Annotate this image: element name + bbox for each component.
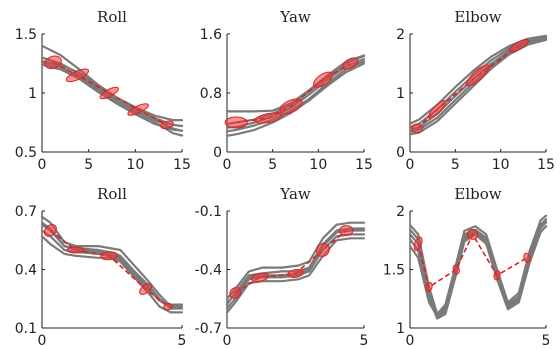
x-tick-label: 10: [126, 157, 144, 173]
gaussian-ellipse: [65, 68, 90, 83]
gaussian-ellipse: [99, 86, 119, 100]
gaussian-ellipse: [342, 57, 359, 70]
x-tick-label: 5: [360, 333, 369, 349]
gaussian-ellipse: [287, 268, 304, 278]
panel-2: Elbow 0 5 10 15 0 1 2: [396, 8, 555, 173]
x-tick-label: 0: [38, 157, 47, 173]
y-tick-label: 2: [396, 204, 405, 220]
gaussian-ellipse: [312, 71, 333, 88]
panel-title: Roll: [97, 185, 127, 203]
panel-0: Roll 0 5 10 15 0.5 1 1.5: [15, 8, 191, 173]
y-tick-label: 0.4: [15, 263, 37, 279]
gaussian-ellipse: [316, 242, 330, 258]
y-tick-label: 1: [396, 321, 405, 337]
mean-line: [52, 61, 168, 126]
y-tick-label: 1: [396, 86, 405, 102]
gaussian-ellipse: [139, 283, 153, 295]
series-line: [40, 235, 184, 314]
x-tick-label: 0: [406, 157, 415, 173]
y-tick-label: 1.5: [383, 263, 405, 279]
gaussian-ellipse: [523, 252, 531, 263]
gaussian-ellipse: [250, 272, 270, 282]
x-tick-label: 0: [406, 333, 415, 349]
x-tick-label: 0: [223, 333, 232, 349]
y-tick-label: 0.8: [200, 86, 222, 102]
panel-title: Yaw: [279, 185, 311, 203]
gaussian-ellipse: [427, 100, 447, 119]
panel-title: Elbow: [454, 8, 501, 26]
y-tick-label: 0.1: [15, 321, 37, 337]
x-tick-label: 0: [38, 333, 47, 349]
gaussian-ellipse: [100, 251, 119, 261]
x-tick-label: 15: [537, 157, 555, 173]
x-tick-label: 5: [451, 157, 460, 173]
x-tick-label: 5: [178, 333, 187, 349]
x-tick-label: 15: [355, 157, 373, 173]
gaussian-ellipse: [279, 98, 303, 115]
panel-title: Elbow: [454, 185, 501, 203]
series-line: [40, 61, 184, 137]
gaussian-ellipse: [338, 225, 354, 236]
gaussian-ellipse: [425, 281, 433, 293]
y-tick-label: 2: [396, 27, 405, 43]
y-tick-label: 0.5: [15, 145, 37, 161]
panel-title: Yaw: [279, 8, 311, 26]
series-line: [225, 221, 366, 300]
gaussian-ellipse: [163, 303, 173, 311]
gaussian-ellipse: [493, 270, 501, 281]
x-tick-label: 10: [492, 157, 510, 173]
series-line: [225, 237, 366, 314]
gaussian-ellipse: [160, 120, 174, 130]
y-tick-label: 1.6: [200, 27, 222, 43]
gaussian-ellipse: [254, 112, 283, 124]
series-line: [40, 215, 184, 310]
x-tick-label: 5: [84, 157, 93, 173]
y-tick-label: 1.5: [15, 27, 37, 43]
x-tick-label: 5: [542, 333, 551, 349]
gaussian-ellipse: [413, 236, 423, 251]
gaussian-ellipse: [466, 229, 479, 240]
panel-1: Yaw 0 5 10 15 0 0.8 1.6: [200, 8, 373, 173]
y-tick-label: -0.7: [195, 321, 222, 337]
gaussian-ellipse: [508, 39, 529, 53]
mean-line: [416, 45, 520, 129]
gaussian-ellipse: [224, 116, 248, 129]
gaussian-ellipse: [66, 246, 85, 254]
x-tick-label: 0: [223, 157, 232, 173]
gaussian-ellipse: [411, 123, 424, 134]
y-tick-label: 1: [28, 86, 37, 102]
gaussian-ellipse: [43, 224, 57, 237]
series-line: [40, 44, 184, 128]
x-tick-label: 10: [309, 157, 327, 173]
mean-line: [417, 232, 528, 289]
y-tick-label: 0: [396, 145, 405, 161]
panel-3: Roll 0 5 0.1 0.4 0.7: [15, 185, 187, 349]
gaussian-ellipse: [452, 264, 460, 275]
y-tick-label: -0.1: [195, 204, 222, 220]
gaussian-ellipse: [229, 286, 242, 299]
series-line: [40, 223, 184, 308]
panel-4: Yaw 0 5 -0.1 -0.4 -0.7: [195, 185, 369, 349]
y-tick-label: 0: [213, 145, 222, 161]
y-tick-label: -0.4: [195, 263, 222, 279]
panel-5: Elbow 0 5 1 1.5 2: [383, 185, 551, 349]
x-tick-label: 15: [173, 157, 191, 173]
x-tick-label: 5: [268, 157, 277, 173]
gaussian-ellipse: [44, 55, 62, 70]
series-line: [225, 58, 366, 129]
panel-title: Roll: [97, 8, 127, 26]
gaussian-ellipse: [466, 64, 490, 87]
gaussian-ellipse: [127, 103, 149, 116]
y-tick-label: 0.7: [15, 204, 37, 220]
